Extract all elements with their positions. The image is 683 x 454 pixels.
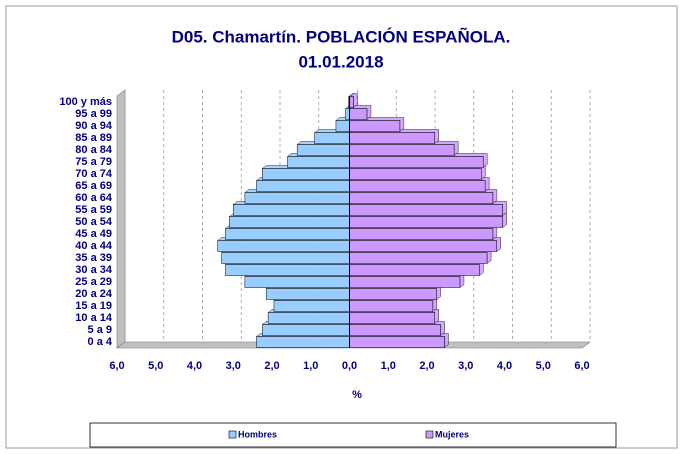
y-tick-label: 5 a 9	[88, 324, 112, 336]
y-tick-label: 20 a 24	[75, 288, 113, 300]
x-tick-label: 5,0	[148, 360, 163, 372]
bar	[345, 108, 350, 120]
bar	[335, 120, 350, 132]
x-tick-label: 2,0	[264, 360, 279, 372]
x-tick-label: 3,0	[226, 360, 241, 372]
y-tick-label: 85 a 89	[75, 132, 112, 144]
bar	[349, 192, 494, 204]
x-axis-label: %	[352, 389, 362, 401]
x-tick-label: 2,0	[419, 360, 434, 372]
bar	[244, 192, 350, 204]
bar	[349, 312, 435, 324]
y-tick-label: 90 a 94	[75, 120, 113, 132]
y-tick-label: 40 a 44	[75, 240, 113, 252]
bar	[225, 264, 350, 276]
bar	[273, 300, 350, 312]
chart-title: D05. Chamartín. POBLACIÓN ESPAÑOLA.	[172, 26, 511, 46]
bar	[349, 288, 437, 300]
legend-swatch	[228, 430, 237, 439]
bar	[287, 156, 350, 168]
bar	[233, 204, 350, 216]
y-tick-label: 35 a 39	[75, 252, 112, 264]
y-tick-label: 60 a 64	[75, 192, 113, 204]
bar	[256, 336, 350, 348]
bar	[349, 324, 441, 336]
bar	[267, 312, 350, 324]
x-tick-label: 1,0	[303, 360, 318, 372]
bar	[296, 144, 350, 156]
bar	[349, 96, 354, 108]
bar	[349, 108, 368, 120]
bar	[225, 228, 350, 240]
legend-label: Mujeres	[435, 429, 469, 439]
x-tick-label: 5,0	[536, 360, 551, 372]
bar	[349, 276, 461, 288]
legend-swatch	[425, 430, 434, 439]
bar	[349, 240, 497, 252]
y-tick-label: 80 a 84	[75, 144, 113, 156]
y-tick-label: 70 a 74	[75, 168, 113, 180]
bar	[349, 300, 434, 312]
bar	[221, 252, 350, 264]
chart-subtitle: 01.01.2018	[298, 52, 383, 71]
bar	[349, 132, 435, 144]
y-tick-label: 95 a 99	[75, 108, 112, 120]
y-tick-label: 25 a 29	[75, 276, 112, 288]
bar	[349, 252, 488, 264]
x-tick-label: 0,0	[342, 360, 357, 372]
x-tick-label: 6,0	[109, 360, 124, 372]
x-tick-label: 4,0	[497, 360, 512, 372]
x-tick-label: 6,0	[574, 360, 589, 372]
bar	[265, 288, 350, 300]
bar	[349, 120, 401, 132]
bar	[229, 216, 350, 228]
y-tick-label: 30 a 34	[75, 264, 113, 276]
bar	[349, 264, 480, 276]
side-wall	[116, 89, 126, 349]
y-tick-label: 55 a 59	[75, 204, 112, 216]
legend	[89, 422, 617, 448]
x-tick-label: 1,0	[381, 360, 396, 372]
bar	[349, 144, 455, 156]
y-tick-label: 10 a 14	[75, 312, 113, 324]
bar	[217, 240, 350, 252]
bar	[244, 276, 350, 288]
bar	[349, 216, 503, 228]
bar	[349, 336, 445, 348]
bar	[349, 228, 494, 240]
bar	[314, 132, 350, 144]
y-tick-label: 75 a 79	[75, 156, 112, 168]
y-tick-label: 0 a 4	[88, 336, 113, 348]
bar	[349, 168, 482, 180]
y-tick-label: 45 a 49	[75, 228, 112, 240]
bar	[349, 156, 484, 168]
bar	[349, 180, 486, 192]
x-tick-label: 3,0	[458, 360, 473, 372]
y-tick-label: 65 a 69	[75, 180, 112, 192]
legend-label: Hombres	[238, 429, 277, 439]
y-tick-label: 15 a 19	[75, 300, 112, 312]
x-tick-label: 4,0	[187, 360, 202, 372]
bar	[349, 204, 503, 216]
y-tick-label: 50 a 54	[75, 216, 113, 228]
bar	[262, 324, 350, 336]
bar	[256, 180, 350, 192]
bar	[262, 168, 350, 180]
y-tick-label: 100 y más	[59, 96, 112, 108]
